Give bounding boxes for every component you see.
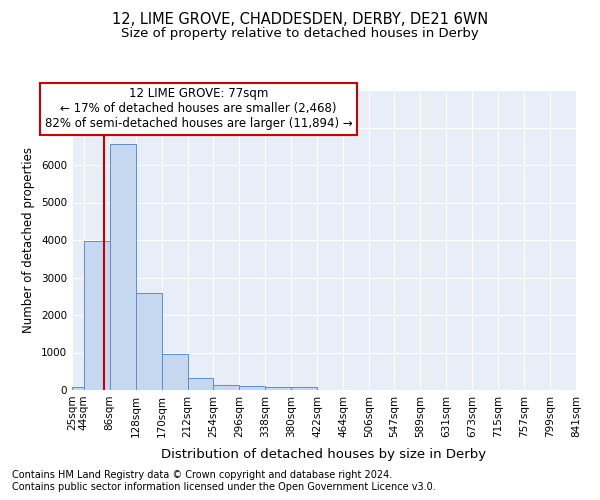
Bar (84, 241, 110, 390)
Bar (291, 386, 317, 390)
Bar (161, 354, 187, 390)
Bar (187, 378, 214, 390)
Text: 12 LIME GROVE: 77sqm
← 17% of detached houses are smaller (2,468)
82% of semi-de: 12 LIME GROVE: 77sqm ← 17% of detached h… (45, 87, 352, 130)
X-axis label: Distribution of detached houses by size in Derby: Distribution of detached houses by size … (161, 448, 487, 461)
Bar (72, 387, 84, 390)
Bar (214, 385, 239, 390)
Bar (239, 386, 265, 390)
Text: Size of property relative to detached houses in Derby: Size of property relative to detached ho… (121, 28, 479, 40)
Bar (110, 144, 136, 390)
Bar (265, 386, 291, 390)
Bar (136, 292, 161, 390)
Text: Contains HM Land Registry data © Crown copyright and database right 2024.: Contains HM Land Registry data © Crown c… (12, 470, 392, 480)
Text: Contains public sector information licensed under the Open Government Licence v3: Contains public sector information licen… (12, 482, 436, 492)
Y-axis label: Number of detached properties: Number of detached properties (22, 147, 35, 333)
Text: 12, LIME GROVE, CHADDESDEN, DERBY, DE21 6WN: 12, LIME GROVE, CHADDESDEN, DERBY, DE21 … (112, 12, 488, 28)
